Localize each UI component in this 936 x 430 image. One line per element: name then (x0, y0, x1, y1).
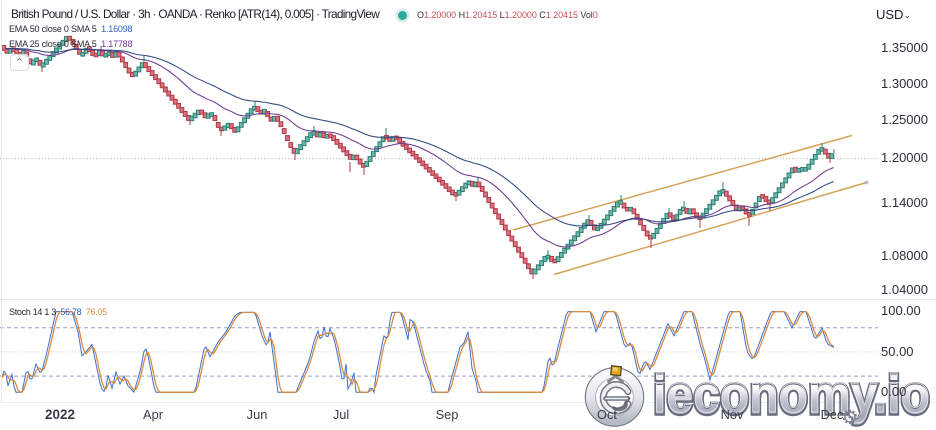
svg-text:ieconomy.io: ieconomy.io (653, 364, 930, 424)
svg-text:⚙: ⚙ (841, 407, 859, 429)
svg-text:ieconomy.io: ieconomy.io (653, 366, 930, 426)
svg-text:ieconomy.io: ieconomy.io (653, 366, 930, 426)
